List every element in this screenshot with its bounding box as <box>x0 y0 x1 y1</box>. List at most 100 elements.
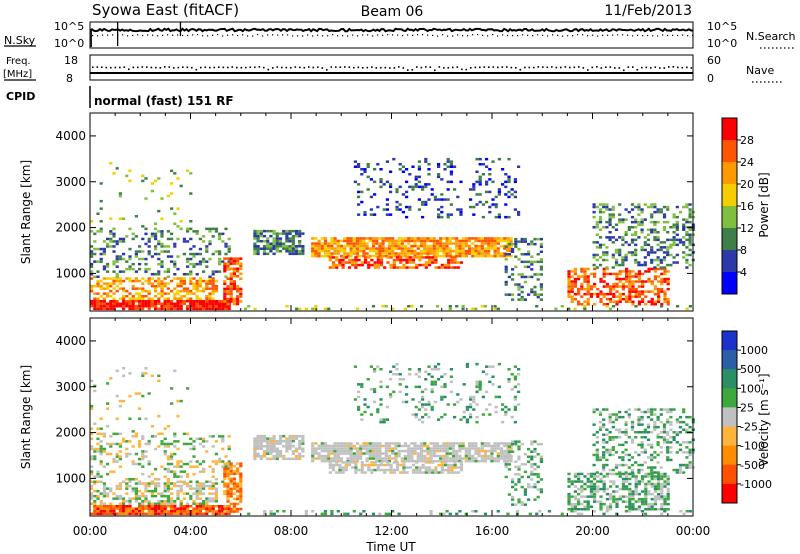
heatmap-cell <box>298 439 302 443</box>
heatmap-cell <box>608 468 612 472</box>
heatmap-cell <box>507 275 511 279</box>
heatmap-cell <box>236 300 240 303</box>
heatmap-cell <box>166 470 170 473</box>
heatmap-cell <box>577 290 581 293</box>
heatmap-cell <box>624 208 628 211</box>
heatmap-cell <box>182 497 186 500</box>
heatmap-cell <box>102 432 106 436</box>
heatmap-cell <box>157 505 161 508</box>
heatmap-cell <box>134 492 138 495</box>
heatmap-cell <box>229 477 233 480</box>
heatmap-cell <box>397 252 401 255</box>
heatmap-cell <box>150 435 154 438</box>
heatmap-cell <box>514 237 518 241</box>
heatmap-cell <box>371 249 376 253</box>
heatmap-cell <box>496 444 500 448</box>
heatmap-cell <box>157 177 161 180</box>
heatmap-cell <box>311 447 315 450</box>
heatmap-cell <box>176 497 180 500</box>
heatmap-cell <box>427 256 432 259</box>
heatmap-cell <box>253 234 257 238</box>
heatmap-cell <box>214 462 218 466</box>
heatmap-cell <box>631 472 635 476</box>
heatmap-cell <box>641 282 645 286</box>
heatmap-cell <box>125 440 129 443</box>
nave-point <box>411 69 414 71</box>
heatmap-cell <box>448 452 452 455</box>
heatmap-cell <box>227 460 231 463</box>
heatmap-cell <box>539 288 543 291</box>
heatmap-cell <box>166 497 170 500</box>
heatmap-cell <box>147 282 151 285</box>
heatmap-cell <box>154 222 158 225</box>
heatmap-cell <box>186 462 190 466</box>
heatmap-cell <box>157 500 161 503</box>
heatmap-cell <box>609 287 613 291</box>
nave-point <box>348 66 351 68</box>
heatmap-cell <box>647 277 651 281</box>
heatmap-cell <box>509 454 513 458</box>
heatmap-cell <box>247 305 251 308</box>
heatmap-cell <box>475 380 479 384</box>
heatmap-cell <box>413 442 417 445</box>
heatmap-cell <box>493 459 497 463</box>
heatmap-cell <box>608 413 612 416</box>
heatmap-cell <box>375 454 379 458</box>
heatmap-cell <box>573 505 577 508</box>
heatmap-cell <box>456 266 460 269</box>
heatmap-cell <box>96 512 100 516</box>
heatmap-cell <box>223 302 227 306</box>
heatmap-cell <box>93 450 97 453</box>
heatmap-cell <box>430 380 434 384</box>
nsearch-point <box>587 35 589 37</box>
heatmap-cell <box>376 163 380 166</box>
heatmap-cell <box>421 390 425 394</box>
nsearch-point <box>142 34 144 37</box>
heatmap-cell <box>403 252 408 255</box>
heatmap-cell <box>624 463 628 467</box>
heatmap-cell <box>160 197 164 200</box>
heatmap-cell <box>269 245 273 248</box>
heatmap-cell <box>134 489 138 493</box>
heatmap-cell <box>599 502 603 506</box>
heatmap-cell <box>640 218 644 221</box>
heatmap-cell <box>618 277 622 281</box>
heatmap-cell <box>376 408 380 411</box>
heatmap-cell <box>232 275 236 278</box>
heatmap-cell <box>160 262 164 266</box>
heatmap-cell <box>602 226 606 229</box>
heatmap-cell <box>369 388 373 391</box>
heatmap-cell <box>653 477 657 481</box>
heatmap-cell <box>323 307 328 311</box>
heatmap-cell <box>449 390 453 394</box>
heatmap-cell <box>659 446 663 449</box>
heatmap-cell <box>211 277 215 280</box>
heatmap-cell <box>598 410 603 414</box>
heatmap-cell <box>360 468 364 472</box>
heatmap-cell <box>102 292 106 295</box>
heatmap-cell <box>122 399 126 403</box>
nave-point <box>483 66 486 68</box>
heatmap-cell <box>653 497 657 501</box>
heatmap-cell <box>472 213 476 216</box>
heatmap-cell <box>602 280 606 283</box>
heatmap-cell <box>141 482 145 485</box>
heatmap-cell <box>122 270 126 273</box>
heatmap-cell <box>637 285 641 288</box>
heatmap-cell <box>478 383 482 386</box>
nave-point <box>159 67 162 69</box>
nave-tick-top: 60 <box>707 54 721 67</box>
heatmap-cell <box>685 266 689 269</box>
heatmap-cell <box>323 239 328 243</box>
heatmap-cell <box>118 297 122 300</box>
heatmap-cell <box>496 237 500 240</box>
heatmap-cell <box>688 238 692 242</box>
heatmap-cell <box>453 466 457 469</box>
heatmap-cell <box>269 457 273 461</box>
heatmap-cell <box>232 259 236 263</box>
heatmap-cell <box>517 447 521 451</box>
heatmap-cell <box>141 505 145 508</box>
heatmap-cell <box>440 198 444 201</box>
heatmap-cell <box>278 450 283 453</box>
